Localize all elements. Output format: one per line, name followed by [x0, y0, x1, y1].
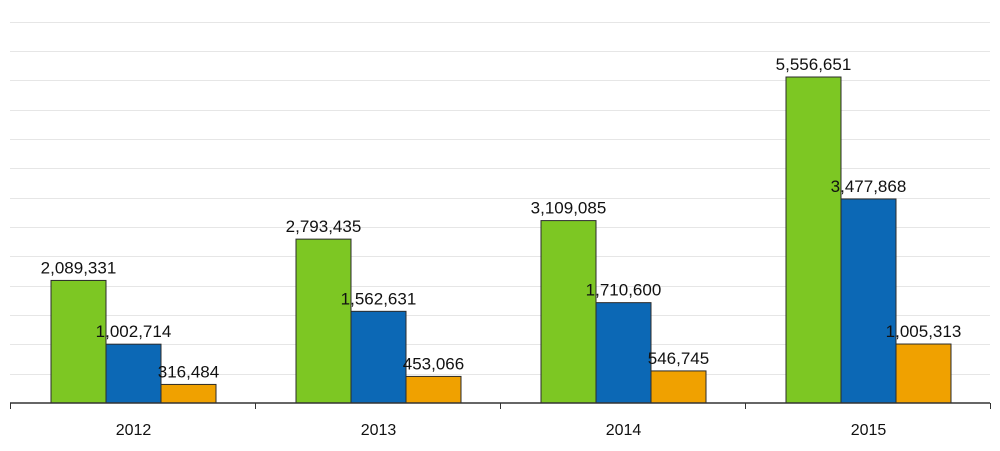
- bar-2012-series-1: [50, 279, 107, 404]
- data-label-2012-series-3: 316,484: [158, 362, 219, 381]
- bars: [50, 76, 952, 404]
- data-label-2012-series-2: 1,002,714: [96, 322, 172, 341]
- data-label-2014-series-3: 546,745: [648, 349, 709, 368]
- bar-2015-series-3: [895, 343, 952, 404]
- bar-2014-series-1: [540, 220, 597, 404]
- data-label-2015-series-2: 3,477,868: [831, 177, 907, 196]
- bar-2012-series-2: [105, 343, 162, 404]
- data-label-2012-series-1: 2,089,331: [41, 258, 117, 277]
- bar-2015-series-2: [840, 198, 897, 404]
- bar-2012-series-3: [160, 383, 217, 404]
- data-label-2013-series-2: 1,562,631: [341, 289, 417, 308]
- data-label-2015-series-1: 5,556,651: [776, 55, 852, 74]
- data-label-2015-series-3: 1,005,313: [886, 322, 962, 341]
- data-label-2014-series-1: 3,109,085: [531, 199, 607, 218]
- data-label-2013-series-3: 453,066: [403, 354, 464, 373]
- data-labels: 2,089,331 1,002,714 316,484 2,793,435 1,562,…: [41, 55, 962, 381]
- x-tick-label-2012: 2012: [116, 422, 152, 439]
- bar-2013-series-1: [295, 238, 352, 404]
- x-axis: 2012 2013 2014 2015: [10, 402, 991, 439]
- data-label-2014-series-2: 1,710,600: [586, 281, 662, 300]
- bar-2015-series-1: [785, 76, 842, 404]
- x-tick-label-2014: 2014: [606, 422, 642, 439]
- data-label-2013-series-1: 2,793,435: [286, 217, 362, 236]
- bar-2013-series-2: [350, 310, 407, 404]
- x-tick-label-2015: 2015: [851, 422, 887, 439]
- x-tick-label-2013: 2013: [361, 422, 397, 439]
- bar-2013-series-3: [405, 375, 462, 404]
- bar-2014-series-3: [650, 370, 707, 404]
- bar-2014-series-2: [595, 302, 652, 404]
